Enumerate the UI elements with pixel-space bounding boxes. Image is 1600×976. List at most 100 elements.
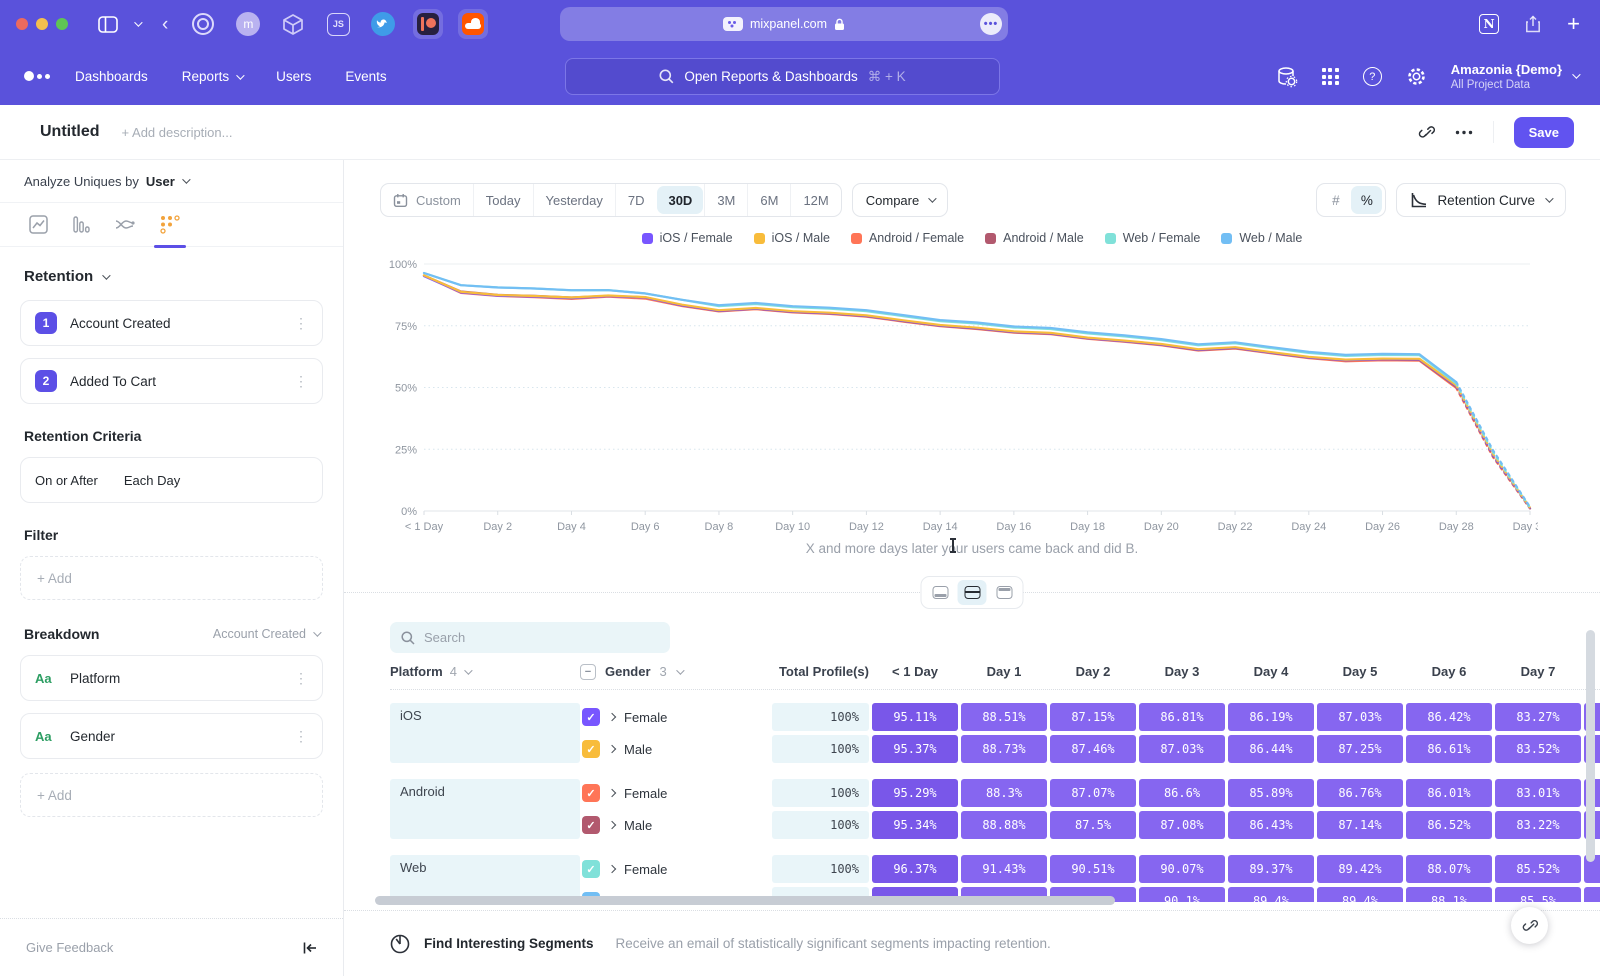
retention-value-cell[interactable]: 95.29% — [872, 779, 958, 807]
retention-chart[interactable]: 0% 25% 50% 75% 100% < 1 Day Day 2 Day 4 Day 6 Day… — [378, 252, 1538, 547]
more-options-icon[interactable]: ⋮ — [294, 372, 308, 389]
range-12m[interactable]: 12M — [790, 184, 840, 216]
total-profiles-cell[interactable]: 100% — [772, 811, 869, 839]
retention-value-cell[interactable]: 86.52% — [1406, 811, 1492, 839]
expand-row-icon[interactable] — [607, 820, 617, 830]
series-line-ios-male[interactable] — [422, 274, 1458, 387]
retention-value-cell[interactable]: 87.03% — [1317, 703, 1403, 731]
horizontal-scrollbar[interactable] — [375, 896, 1115, 905]
soundcloud-app-icon[interactable] — [458, 9, 489, 39]
vertical-scrollbar[interactable] — [1586, 630, 1595, 862]
retention-value-cell[interactable]: 90.51% — [1050, 855, 1136, 883]
platform-cell[interactable]: Android — [390, 779, 580, 839]
retention-value-cell[interactable]: 87.03% — [1139, 735, 1225, 763]
split-layout-button[interactable] — [957, 580, 987, 605]
share-icon[interactable] — [1525, 15, 1541, 33]
breakdown-card-gender[interactable]: Aa Gender ⋮ — [20, 713, 323, 759]
segments-title[interactable]: Find Interesting Segments — [424, 936, 594, 951]
legend-item[interactable]: Android / Male — [985, 231, 1084, 245]
retention-value-cell[interactable]: 95.37% — [872, 735, 958, 763]
project-switcher[interactable]: Amazonia {Demo} All Project Data — [1451, 62, 1581, 91]
report-title[interactable]: Untitled — [40, 123, 100, 140]
retention-value-cell[interactable]: 85.89% — [1228, 779, 1314, 807]
legend-item[interactable]: iOS / Male — [753, 231, 830, 245]
settings-gear-icon[interactable] — [1406, 66, 1427, 87]
add-filter-button[interactable]: + Add — [20, 556, 323, 600]
criteria-interval[interactable]: Each Day — [123, 472, 181, 488]
step-card-account-created[interactable]: 1 Account Created ⋮ — [20, 300, 323, 346]
bird-app-icon[interactable] — [368, 9, 398, 39]
total-profiles-cell[interactable]: 100% — [772, 779, 869, 807]
expand-row-icon[interactable] — [607, 744, 617, 754]
retention-value-cell[interactable]: 86.19% — [1228, 703, 1314, 731]
retention-value-cell[interactable]: 83.27% — [1495, 703, 1581, 731]
absolute-values-toggle[interactable]: # — [1332, 192, 1340, 208]
retention-value-cell[interactable]: 87.07% — [1050, 779, 1136, 807]
apps-grid-icon[interactable] — [1321, 68, 1339, 85]
help-icon[interactable]: ? — [1362, 67, 1382, 86]
chevron-down-icon[interactable] — [134, 18, 143, 27]
range-6m[interactable]: 6M — [747, 184, 790, 216]
collapse-sidebar-icon[interactable] — [303, 942, 317, 954]
series-line-ios-female[interactable] — [422, 275, 1458, 388]
retention-value-cell[interactable]: 89.4% — [1228, 887, 1314, 902]
series-line-android-female[interactable] — [422, 274, 1458, 390]
step-card-added-to-cart[interactable]: 2 Added To Cart ⋮ — [20, 358, 323, 404]
retention-value-cell[interactable]: 86.81% — [1139, 703, 1225, 731]
table-only-layout-button[interactable] — [990, 580, 1019, 605]
legend-item[interactable]: Web / Female — [1104, 231, 1200, 245]
range-30d[interactable]: 30D — [657, 186, 704, 214]
legend-item[interactable]: iOS / Female — [641, 231, 733, 245]
js-app-icon[interactable]: JS — [323, 9, 353, 39]
retention-value-cell[interactable]: 95.34% — [872, 811, 958, 839]
day-column-header[interactable]: Day 4 — [1253, 664, 1289, 679]
notion-icon[interactable]: N — [1479, 14, 1500, 34]
cube-app-icon[interactable] — [278, 9, 308, 39]
retention-criteria-card[interactable]: On or After Each Day — [20, 457, 323, 503]
series-line-android-male[interactable] — [422, 274, 1458, 388]
retention-value-cell[interactable]: 88.3% — [961, 779, 1047, 807]
series-line-web-male[interactable] — [1455, 381, 1532, 509]
add-description-field[interactable]: + Add description... — [121, 124, 233, 140]
retention-value-cell[interactable]: 87.46% — [1050, 735, 1136, 763]
select-all-checkbox[interactable]: − — [580, 663, 596, 680]
nav-item-dashboards[interactable]: Dashboards — [75, 69, 148, 84]
retention-value-cell[interactable]: 83.01% — [1495, 779, 1581, 807]
total-profiles-header[interactable]: Total Profile(s) — [778, 664, 869, 679]
platform-column-header[interactable]: Platform 4 — [390, 664, 580, 679]
day-column-header[interactable]: Day 2 — [1075, 664, 1111, 679]
total-profiles-cell[interactable]: 100% — [772, 735, 869, 763]
retention-value-cell[interactable]: 90.07% — [1139, 855, 1225, 883]
day-column-header[interactable]: Day 5 — [1342, 664, 1378, 679]
table-search-input[interactable]: Search — [390, 622, 670, 653]
retention-value-cell[interactable]: 87.25% — [1317, 735, 1403, 763]
range-custom[interactable]: Custom — [381, 184, 473, 216]
criteria-type[interactable]: On or After — [35, 472, 98, 488]
day-column-header[interactable]: Day 7 — [1520, 664, 1556, 679]
retention-value-cell[interactable]: 86.44% — [1228, 735, 1314, 763]
retention-value-cell[interactable]: 91.43% — [961, 855, 1047, 883]
retention-value-cell[interactable]: 86.6% — [1139, 779, 1225, 807]
tab-flows-icon[interactable] — [115, 216, 135, 233]
expand-row-icon[interactable] — [607, 788, 617, 798]
retention-value-cell[interactable]: 87.14% — [1317, 811, 1403, 839]
retention-value-cell[interactable]: 86.01% — [1406, 779, 1492, 807]
minimize-window-button[interactable] — [36, 18, 48, 30]
retention-value-cell[interactable]: 96.37% — [872, 855, 958, 883]
add-breakdown-button[interactable]: + Add — [20, 773, 323, 817]
nav-item-reports[interactable]: Reports — [182, 69, 245, 84]
legend-item[interactable]: Android / Female — [850, 231, 964, 245]
tab-funnels-icon[interactable] — [73, 215, 90, 234]
gender-column-header[interactable]: − Gender 3 — [580, 663, 772, 680]
tab-retention-icon[interactable] — [160, 215, 180, 234]
data-management-icon[interactable] — [1276, 66, 1298, 88]
retention-value-cell[interactable]: 95.11% — [872, 703, 958, 731]
retention-value-cell[interactable]: 86.43% — [1228, 811, 1314, 839]
global-search-button[interactable]: Open Reports & Dashboards ⌘ + K — [565, 58, 1000, 95]
close-window-button[interactable] — [16, 18, 28, 30]
series-checkbox[interactable]: ✓ — [582, 784, 600, 802]
legend-item[interactable]: Web / Male — [1221, 231, 1302, 245]
m-app-icon[interactable]: m — [233, 9, 263, 39]
extensions-button[interactable]: ••• — [980, 13, 1002, 35]
retention-value-cell[interactable]: 86.42% — [1406, 703, 1492, 731]
